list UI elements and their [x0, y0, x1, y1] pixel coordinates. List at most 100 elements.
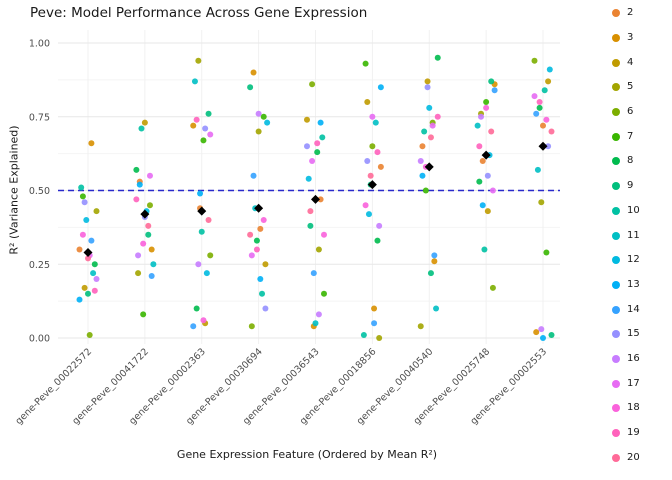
data-point: [76, 296, 83, 303]
mean-diamond: [140, 209, 150, 219]
legend-dot: [612, 157, 620, 166]
scatter-plot-panel: 0.000.250.500.751.00gene-Peve_00022572ge…: [14, 30, 560, 427]
data-point: [197, 190, 204, 197]
data-point: [150, 261, 157, 268]
legend-dot: [612, 58, 620, 67]
data-point: [321, 290, 327, 297]
legend-label: 15: [627, 328, 640, 340]
legend-label: 10: [627, 204, 640, 216]
legend-dot: [612, 379, 620, 388]
mean-diamond: [367, 180, 377, 190]
data-point: [255, 110, 262, 117]
data-point: [319, 134, 326, 141]
legend-item: 18: [612, 396, 640, 421]
data-point: [417, 323, 424, 330]
data-point: [207, 131, 214, 138]
data-point: [481, 246, 488, 253]
data-point: [133, 166, 140, 173]
legend-item: 5: [612, 75, 640, 100]
legend-label: 7: [627, 130, 634, 142]
data-point: [81, 199, 88, 206]
legend-label: 11: [627, 229, 640, 241]
legend-label: 13: [627, 278, 640, 290]
legend-item: 19: [612, 421, 640, 446]
data-point: [304, 143, 310, 150]
data-point: [307, 208, 314, 215]
mean-diamond: [424, 162, 434, 172]
data-point: [476, 178, 483, 185]
legend: 2 3 4 5 6 7 8 9 10 11 12 13 14 15 16 17 18 19 20: [612, 1, 640, 470]
data-point: [79, 231, 86, 238]
data-point: [145, 231, 152, 238]
data-point: [264, 119, 271, 126]
data-point: [371, 320, 378, 327]
data-point: [76, 246, 83, 253]
data-point: [93, 276, 100, 282]
legend-label: 6: [627, 106, 634, 118]
data-point: [253, 237, 260, 244]
data-point: [483, 104, 490, 111]
data-point: [419, 172, 426, 179]
legend-dot: [612, 354, 620, 363]
data-point: [491, 87, 498, 94]
data-point: [81, 284, 88, 291]
legend-item: 6: [612, 100, 640, 125]
data-point: [312, 320, 319, 327]
data-point: [362, 202, 369, 209]
data-point: [426, 104, 433, 111]
data-point: [371, 305, 378, 312]
data-point: [545, 78, 552, 85]
data-point: [207, 252, 214, 259]
data-point: [247, 84, 254, 91]
data-point: [140, 240, 147, 247]
data-point: [247, 231, 254, 238]
data-point: [146, 202, 153, 209]
data-point: [140, 311, 147, 318]
mean-diamond: [254, 203, 264, 213]
data-point: [427, 134, 434, 141]
data-point: [91, 287, 98, 294]
data-point: [190, 122, 197, 129]
data-point: [205, 110, 212, 117]
legend-item: 20: [612, 445, 640, 470]
data-point: [248, 252, 255, 259]
legend-item: 7: [612, 124, 640, 149]
data-point: [434, 54, 441, 61]
data-point: [360, 332, 367, 339]
data-point: [136, 181, 143, 188]
legend-label: 8: [627, 155, 634, 167]
legend-item: 10: [612, 199, 640, 224]
data-point: [431, 258, 438, 265]
data-point: [421, 128, 428, 135]
y-tick-label: 0.25: [29, 260, 50, 271]
legend-dot: [612, 453, 620, 462]
data-point: [203, 270, 210, 277]
legend-label: 19: [627, 427, 640, 439]
data-point: [545, 143, 552, 150]
data-point: [146, 172, 153, 179]
mean-diamond: [481, 150, 491, 160]
legend-item: 13: [612, 273, 640, 298]
data-point: [88, 140, 95, 147]
data-point: [85, 290, 91, 297]
data-point: [317, 119, 324, 126]
data-point: [248, 323, 255, 330]
data-point: [310, 270, 317, 277]
legend-item: 16: [612, 347, 640, 372]
data-point: [372, 119, 379, 126]
data-point: [533, 329, 540, 336]
data-point: [250, 69, 257, 76]
legend-dot: [612, 330, 620, 339]
legend-dot: [612, 108, 620, 117]
data-point: [315, 246, 322, 253]
legend-label: 2: [627, 7, 634, 19]
data-point: [148, 246, 155, 253]
data-point: [257, 225, 264, 232]
data-point: [202, 125, 209, 132]
data-point: [531, 57, 538, 64]
legend-item: 15: [612, 322, 640, 347]
data-point: [255, 128, 262, 135]
data-point: [257, 276, 264, 282]
data-point: [540, 335, 546, 341]
